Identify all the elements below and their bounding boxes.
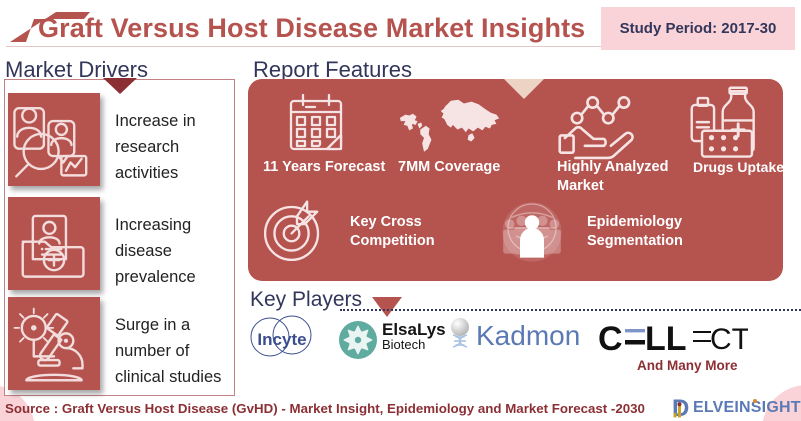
svg-text:CT: CT [710, 323, 748, 356]
svg-text:C: C [598, 320, 623, 358]
svg-text:LL: LL [645, 320, 687, 358]
svg-text:Incyte: Incyte [257, 330, 306, 349]
